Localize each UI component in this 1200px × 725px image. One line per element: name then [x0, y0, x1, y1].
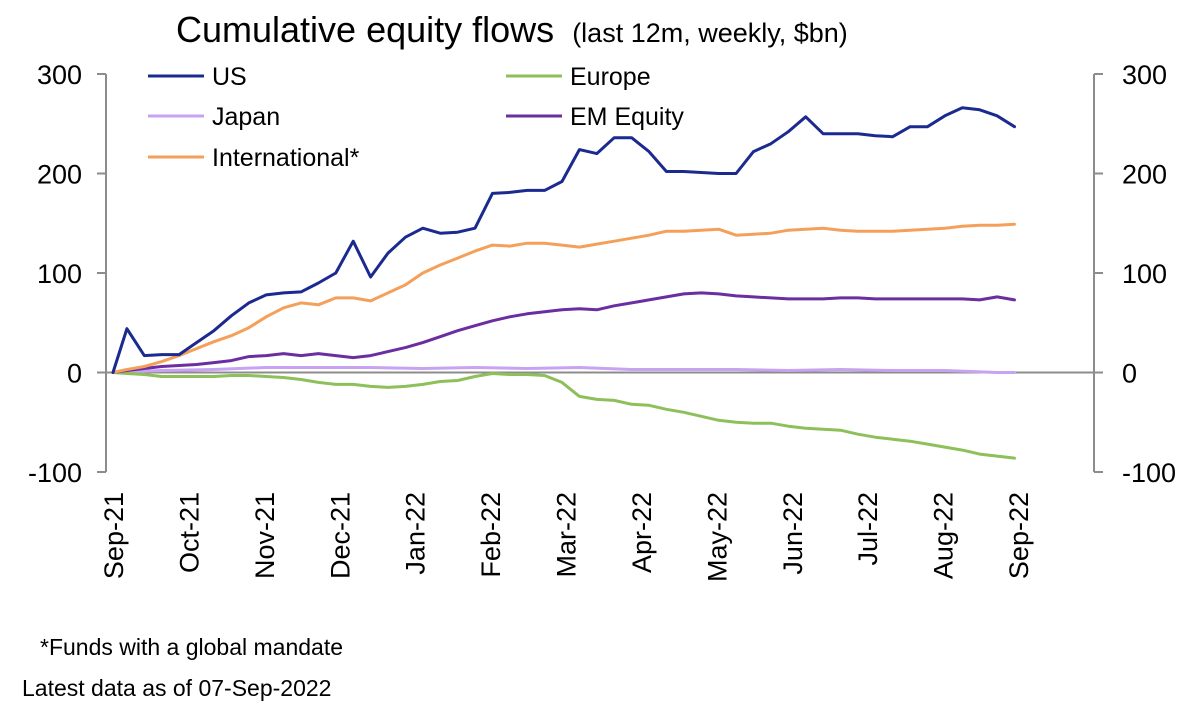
legend-item-europe: Europe	[506, 63, 651, 91]
x-tick-label: Feb-22	[476, 492, 506, 578]
x-tick-label: Mar-22	[552, 492, 582, 578]
x-tick-label: Jan-22	[401, 492, 431, 575]
legend-item-us: US	[148, 63, 247, 91]
y-tick-label-right: 300	[1122, 60, 1167, 90]
chart-title-sub: (last 12m, weekly, $bn)	[572, 18, 848, 48]
y-tick-label-left: 200	[37, 160, 82, 190]
series-line-em-equity	[111, 291, 1016, 374]
legend-item-japan: Japan	[148, 103, 280, 131]
x-tick-label: May-22	[702, 492, 732, 582]
series-line-us	[111, 106, 1016, 374]
x-tick-label: Dec-21	[325, 492, 355, 579]
legend-label: EM Equity	[570, 103, 684, 131]
x-tick-label: Jun-22	[778, 492, 808, 575]
series-line-europe	[111, 371, 1016, 460]
chart-title-main: Cumulative equity flows	[176, 9, 554, 50]
y-tick-label-right: 100	[1122, 259, 1167, 289]
x-tick-label: Sep-22	[1004, 492, 1034, 579]
y-tick-label-left: 100	[37, 259, 82, 289]
legend-item-em-equity: EM Equity	[506, 103, 684, 131]
y-tick-label-left: -100	[28, 458, 82, 488]
footnote-global-mandate: *Funds with a global mandate	[40, 634, 344, 660]
x-tick-label: Nov-21	[250, 492, 280, 579]
legend-label: International*	[212, 144, 360, 172]
y-tick-label-right: -100	[1122, 458, 1176, 488]
chart-title: Cumulative equity flows (last 12m, weekl…	[176, 9, 848, 50]
legend: US Europe Japan EM Equity International*	[148, 63, 684, 172]
legend-label: US	[212, 63, 247, 91]
x-tick-label: Apr-22	[627, 492, 657, 573]
legend-label: Europe	[570, 63, 651, 91]
series-lines	[111, 106, 1016, 460]
footnote-latest-data: Latest data as of 07-Sep-2022	[22, 675, 332, 701]
axes: 300 200 100 0 -100 300 200 100 0 -100 Sep-21 Oct-21…	[28, 60, 1176, 582]
x-tick-label: Jul-22	[853, 492, 883, 566]
y-tick-label-left: 300	[37, 60, 82, 90]
x-tick-label: Aug-22	[929, 492, 959, 579]
x-tick-label: Oct-21	[174, 492, 204, 573]
series-line-japan	[111, 366, 1016, 374]
y-tick-label-left: 0	[67, 359, 82, 389]
series-line-international	[111, 222, 1016, 374]
legend-item-international: International*	[148, 144, 360, 172]
x-tick-label: Sep-21	[99, 492, 129, 579]
legend-label: Japan	[212, 103, 280, 131]
y-tick-label-right: 200	[1122, 160, 1167, 190]
y-tick-label-right: 0	[1122, 359, 1137, 389]
